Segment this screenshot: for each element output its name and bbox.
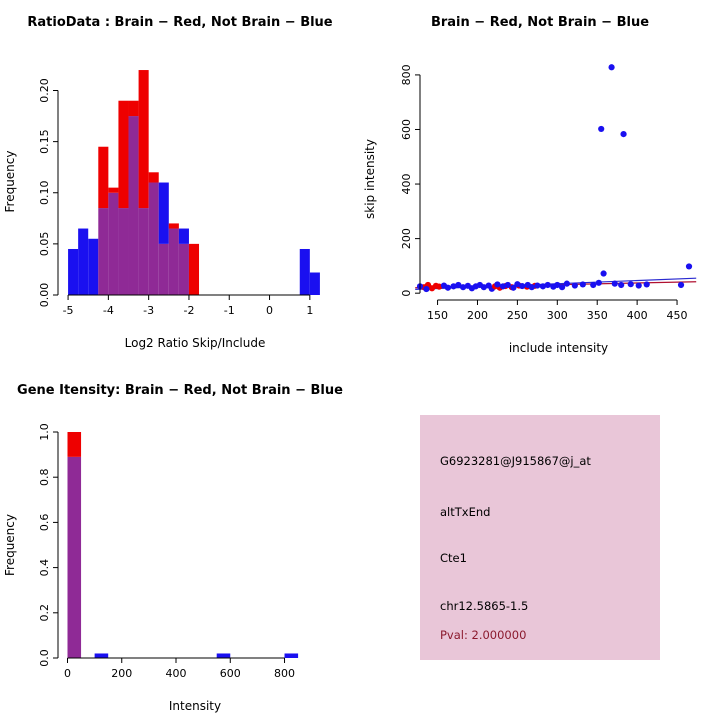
svg-text:0: 0	[64, 667, 71, 680]
svg-text:0.2: 0.2	[38, 604, 51, 622]
svg-text:0: 0	[400, 290, 413, 297]
chromosome-label: chr12.5865-1.5	[440, 599, 529, 613]
svg-text:450: 450	[667, 309, 688, 322]
svg-text:600: 600	[400, 119, 413, 140]
svg-text:200: 200	[400, 228, 413, 249]
panel-gene-histogram: Gene Itensity: Brain − Red, Not Brain − …	[0, 360, 360, 720]
panel-info-box: G6923281@J915867@j_at altTxEnd Cte1 chr1…	[360, 360, 720, 720]
svg-text:Log2 Ratio Skip/Include: Log2 Ratio Skip/Include	[125, 336, 266, 350]
svg-text:200: 200	[467, 309, 488, 322]
svg-text:0: 0	[266, 304, 273, 317]
svg-text:800: 800	[274, 667, 295, 680]
probe-id-label: G6923281@J915867@j_at	[440, 454, 591, 468]
svg-text:-2: -2	[183, 304, 194, 317]
splice-type-label: altTxEnd	[440, 505, 491, 519]
svg-text:-4: -4	[103, 304, 114, 317]
svg-text:0.00: 0.00	[38, 283, 51, 308]
gene-histogram-title: Gene Itensity: Brain − Red, Not Brain − …	[17, 383, 343, 398]
svg-text:-5: -5	[63, 304, 74, 317]
svg-text:0.0: 0.0	[38, 649, 51, 667]
pval-label: Pval: 2.000000	[440, 628, 527, 642]
svg-text:400: 400	[400, 174, 413, 195]
svg-text:0.15: 0.15	[38, 129, 51, 154]
svg-text:300: 300	[547, 309, 568, 322]
intensity-scatter-plot: 150 200 250 300 350 400 450 0 200 400 600 800 includ…	[363, 64, 697, 355]
svg-text:Frequency: Frequency	[3, 514, 17, 576]
svg-text:0.8: 0.8	[38, 468, 51, 486]
svg-text:600: 600	[220, 667, 241, 680]
gene-info-box: G6923281@J915867@j_at altTxEnd Cte1 chr1…	[420, 415, 660, 660]
svg-text:200: 200	[111, 667, 132, 680]
svg-text:400: 400	[166, 667, 187, 680]
svg-text:Intensity: Intensity	[169, 699, 221, 713]
svg-text:skip intensity: skip intensity	[363, 139, 377, 219]
svg-text:1.0: 1.0	[38, 423, 51, 441]
svg-text:800: 800	[400, 64, 413, 85]
svg-text:0.4: 0.4	[38, 559, 51, 577]
scatter-title: Brain − Red, Not Brain − Blue	[430, 15, 650, 30]
ratio-histogram-title: RatioData : Brain − Red, Not Brain − Blu…	[27, 15, 333, 30]
svg-text:Frequency: Frequency	[3, 151, 17, 213]
svg-text:350: 350	[587, 309, 608, 322]
panel-intensity-scatter: Brain − Red, Not Brain − Blue 150 200 250 3…	[360, 0, 720, 360]
gene-histogram-plot: 0 200 400 600 800 0.0 0.2 0.4 0.6 0.8 1.0 Intensity…	[3, 423, 299, 713]
ratio-histogram-plot: -5 -4 -3 -2 -1 0 1 0.00 0.05 0.10 0.15 0.20 Log2 Rat…	[3, 70, 320, 350]
svg-text:400: 400	[627, 309, 648, 322]
svg-text:0.6: 0.6	[38, 514, 51, 532]
panel-ratio-histogram: RatioData : Brain − Red, Not Brain − Blu…	[0, 0, 360, 360]
svg-text:250: 250	[507, 309, 528, 322]
svg-text:0.10: 0.10	[38, 180, 51, 205]
svg-text:include intensity: include intensity	[509, 341, 608, 355]
gene-name-label: Cte1	[440, 551, 467, 565]
svg-text:0.20: 0.20	[38, 78, 51, 103]
svg-text:150: 150	[427, 309, 448, 322]
svg-text:-3: -3	[143, 304, 154, 317]
svg-text:-1: -1	[224, 304, 235, 317]
svg-text:0.05: 0.05	[38, 232, 51, 257]
svg-text:1: 1	[306, 304, 313, 317]
